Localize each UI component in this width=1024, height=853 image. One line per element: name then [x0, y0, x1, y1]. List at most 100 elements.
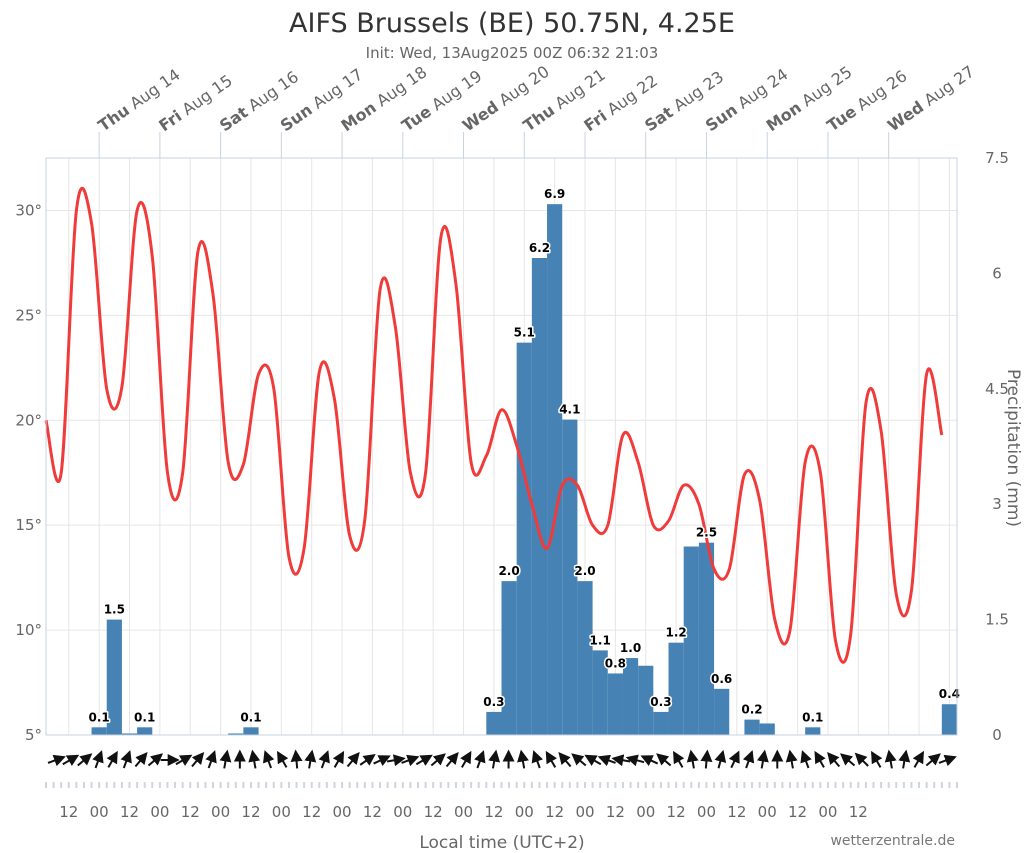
x-tick-label: 00	[90, 803, 109, 821]
x-tick-label: 12	[120, 803, 139, 821]
time-rug-tick	[599, 782, 602, 788]
precipitation-bar	[668, 642, 684, 735]
time-rug-tick	[508, 782, 511, 788]
y-left-tick-label: 25°	[15, 306, 42, 324]
time-rug-tick	[735, 782, 738, 788]
wind-arrow	[871, 750, 883, 768]
x-tick-label: 12	[667, 803, 686, 821]
time-rug-tick	[462, 782, 465, 788]
wind-arrow	[430, 753, 446, 767]
wind-arrow	[92, 750, 104, 769]
time-rug-tick	[773, 782, 776, 788]
wind-arrow	[571, 753, 587, 767]
time-rug-tick	[470, 782, 473, 788]
x-axis-label: Local time (UTC+2)	[419, 833, 584, 853]
precipitation-bars	[91, 204, 957, 735]
wind-arrow	[728, 750, 740, 769]
time-rug-tick	[811, 782, 814, 788]
time-rug-tick	[120, 782, 123, 788]
precipitation-bar-label: 0.3	[483, 695, 504, 709]
precipitation-data-labels: 0.11.50.1 0.10.32.05.16.26.94.12.01.10.81…	[87, 186, 962, 726]
time-rug-tick	[272, 782, 275, 788]
time-rug-tick	[713, 782, 716, 788]
wind-arrow	[700, 749, 713, 769]
precipitation-bar-label: 0.2	[741, 703, 762, 717]
time-rug-tick	[781, 782, 784, 788]
time-rug-tick	[675, 782, 678, 788]
time-rug-tick	[804, 782, 807, 788]
precipitation-bar-label: 2.0	[498, 564, 519, 578]
time-rug-tick	[887, 782, 890, 788]
wind-arrow	[714, 749, 727, 769]
precipitation-bar	[577, 581, 593, 735]
time-rug-tick	[568, 782, 571, 788]
wind-arrow	[742, 750, 755, 769]
time-rug-tick	[561, 782, 564, 788]
time-rug-tick	[143, 782, 146, 788]
time-rug-tick	[644, 782, 647, 788]
y-right-tick-label: 4.5	[985, 380, 1009, 398]
x-tick-label: 12	[363, 803, 382, 821]
time-rug-tick	[834, 782, 837, 788]
wind-arrow	[584, 754, 602, 766]
time-rug-tick	[166, 782, 169, 788]
precipitation-bar-label: 0.1	[89, 710, 110, 724]
precipitation-bar	[941, 704, 957, 735]
temperature-line	[44, 186, 944, 664]
time-rug-tick	[637, 782, 640, 788]
time-rug-tick	[196, 782, 199, 788]
x-tick-label: 00	[636, 803, 655, 821]
precipitation-bar-label: 1.1	[590, 633, 611, 647]
time-rug-tick	[751, 782, 754, 788]
wind-arrow	[106, 750, 118, 768]
wind-arrow	[925, 753, 941, 767]
time-rug-tick	[743, 782, 746, 788]
precipitation-bar	[622, 658, 639, 735]
precipitation-bar-label: 0.3	[650, 695, 671, 709]
time-rug	[45, 782, 958, 788]
x-tick-label: 12	[59, 803, 78, 821]
wind-arrow	[386, 754, 406, 767]
wind-arrow	[290, 749, 303, 769]
x-tick-label: 00	[333, 803, 352, 821]
wind-arrow	[656, 753, 672, 767]
time-rug-tick	[67, 782, 70, 788]
time-rug-tick	[204, 782, 207, 788]
time-rug-tick	[60, 782, 63, 788]
wind-arrow	[898, 749, 911, 769]
wind-arrow	[756, 749, 769, 769]
wind-arrow	[488, 749, 501, 769]
x-tick-label: 12	[484, 803, 503, 821]
time-rug-tick	[45, 782, 47, 788]
wind-arrow	[884, 749, 897, 769]
precipitation-bar	[516, 342, 532, 735]
x-tick-label: 12	[849, 803, 868, 821]
precipitation-bar-label: 5.1	[514, 326, 535, 340]
precipitation-bar	[243, 727, 259, 735]
day-separator-lines	[98, 132, 890, 158]
time-rug-tick	[690, 782, 693, 788]
wind-arrow	[474, 750, 486, 769]
precipitation-bar-label: 0.8	[605, 656, 626, 670]
temperature-path	[44, 186, 944, 664]
precipitation-bar	[759, 723, 775, 735]
time-rug-tick	[819, 782, 822, 788]
precipitation-bar	[714, 688, 730, 735]
y-right-tick-label: 7.5	[985, 149, 1009, 167]
wind-arrow	[219, 749, 232, 769]
precipitation-bar-label: 0.4	[939, 687, 960, 701]
time-rug-tick	[576, 782, 579, 788]
wind-arrow	[62, 754, 80, 766]
time-rug-tick	[682, 782, 685, 788]
precipitation-bar	[137, 727, 153, 735]
wind-arrow	[640, 755, 659, 767]
time-rug-tick	[796, 782, 799, 788]
x-tick-label: 00	[697, 803, 716, 821]
x-tick-label: 12	[788, 803, 807, 821]
time-rug-tick	[249, 782, 252, 788]
wind-arrow	[373, 755, 391, 767]
wind-arrow	[839, 753, 856, 767]
time-rug-tick	[842, 782, 845, 788]
wind-arrow	[147, 753, 164, 767]
time-rug-tick	[705, 782, 708, 788]
